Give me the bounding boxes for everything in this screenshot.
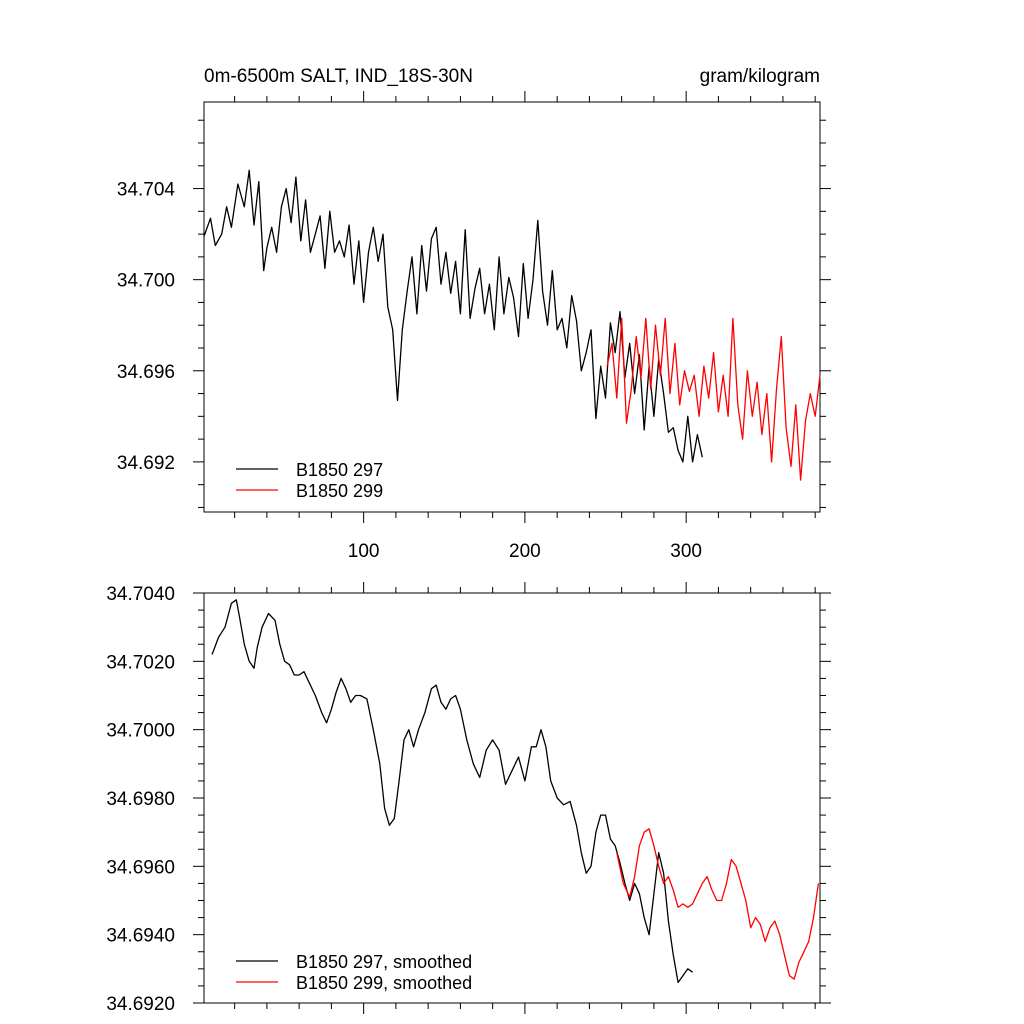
legend-label-b1850-299: B1850 299	[296, 481, 383, 501]
y-tick-label: 34.6940	[106, 926, 175, 947]
x-tick-label: 100	[348, 541, 380, 562]
y-tick-label: 34.6920	[106, 994, 175, 1015]
y-tick-label: 34.700	[117, 271, 175, 292]
y-tick-label: 34.6980	[106, 789, 175, 810]
series-line-b1850-297	[203, 169, 703, 463]
plot-frame	[203, 101, 821, 513]
axis-tick-labels: 100 200 300 34.692 34.696 34.700 34.704	[117, 180, 702, 562]
series-lines	[211, 599, 820, 984]
axis-ticks	[193, 91, 831, 523]
series-lines	[203, 169, 821, 481]
series-line-b1850-297-smoothed	[211, 599, 693, 984]
legend: B1850 297, smoothed B1850 299, smoothed	[236, 952, 472, 993]
chart-title: 0m-6500m SALT, IND_18S-30N	[204, 66, 473, 87]
plot-frame	[203, 592, 821, 1004]
y-tick-label: 34.7000	[106, 721, 175, 742]
units-label: gram/kilogram	[700, 66, 820, 87]
raw-salinity-panel: 0m-6500m SALT, IND_18S-30N gram/kilogram…	[117, 66, 831, 562]
legend-label-b1850-297-smoothed: B1850 297, smoothed	[296, 952, 472, 972]
axis-tick-labels: 34.6920 34.6940 34.6960 34.6980 34.7000 34.70…	[106, 584, 175, 1015]
smoothed-salinity-panel: 34.6920 34.6940 34.6960 34.6980 34.7000 34.70…	[106, 582, 831, 1015]
series-line-b1850-299-smoothed	[616, 828, 820, 980]
x-tick-label: 200	[509, 541, 541, 562]
axis-ticks	[193, 582, 831, 1014]
y-tick-label: 34.7020	[106, 652, 175, 673]
legend-label-b1850-297: B1850 297	[296, 460, 383, 480]
series-line-b1850-299	[606, 317, 821, 481]
y-tick-label: 34.6960	[106, 857, 175, 878]
legend-label-b1850-299-smoothed: B1850 299, smoothed	[296, 973, 472, 993]
y-tick-label: 34.696	[117, 362, 175, 383]
legend: B1850 297 B1850 299	[236, 460, 383, 501]
y-tick-label: 34.692	[117, 453, 175, 474]
y-tick-label: 34.704	[117, 180, 176, 201]
x-tick-label: 300	[670, 541, 702, 562]
y-tick-label: 34.7040	[106, 584, 175, 605]
